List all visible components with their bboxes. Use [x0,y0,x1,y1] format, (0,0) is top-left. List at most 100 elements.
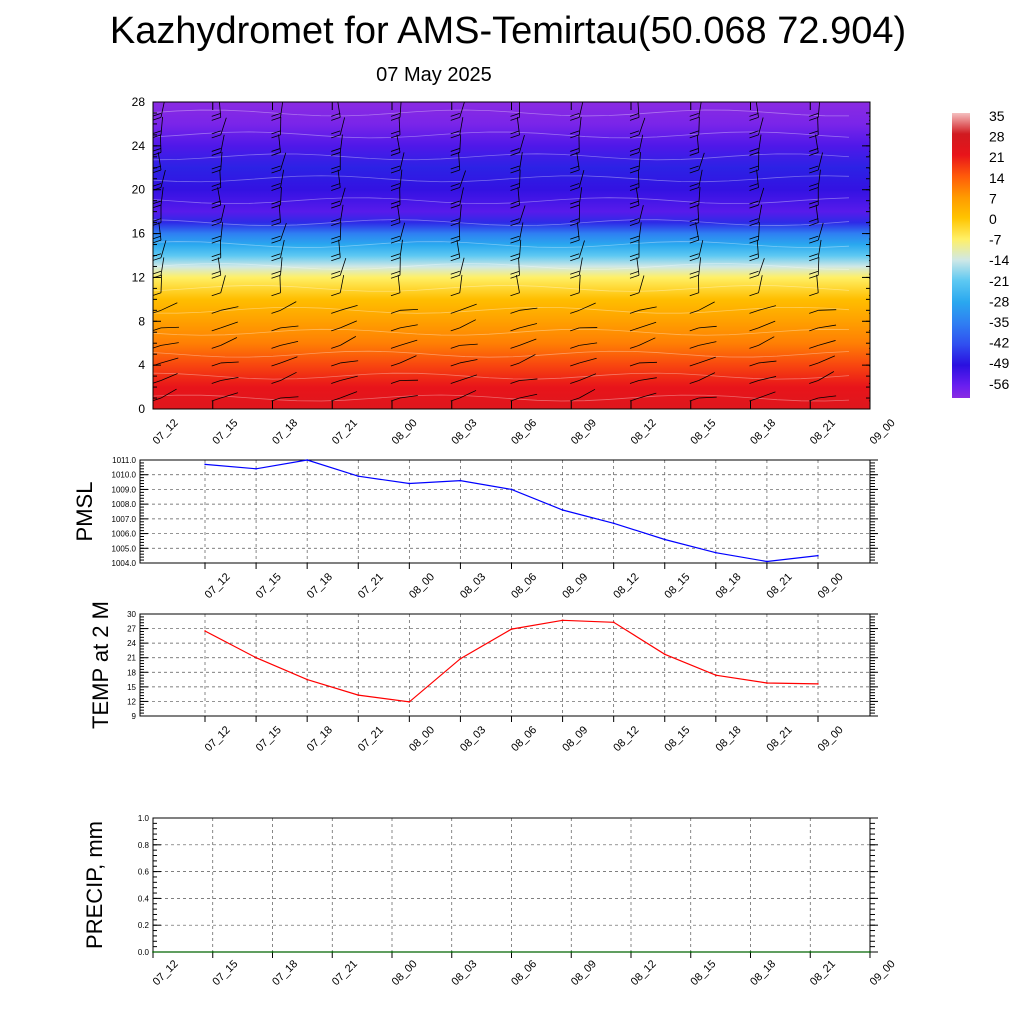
contour-line [153,175,850,183]
wind-barb [689,169,703,191]
wind-barb [749,376,777,384]
precipitation-point [809,951,812,953]
pmsl-point [357,475,360,478]
wind-barb [450,319,476,332]
precipitation-point [630,951,632,953]
y-tick-label: 4 [138,358,145,372]
precipitation-point [570,951,573,953]
wind-barb [629,187,640,209]
colorbar-label: -56 [989,376,1009,392]
x-tick-label: 07_12 [203,571,233,601]
pmsl-point [765,560,768,563]
wind-barb [450,390,477,402]
wind-barb [510,323,538,332]
wind-barb [570,302,596,314]
wind-barb [390,324,418,332]
wind-barb [211,275,226,297]
x-tick-label: 08_06 [509,958,539,988]
wind-barb [629,306,657,314]
vertical-section-panel: 0 4 8 12 16 20 24 28 07_12 07_15 07_18 07_21 08_00 08… [132,95,898,447]
wind-barb [211,117,227,139]
wind-barb [271,274,281,297]
colorbar-label: -7 [989,232,1002,248]
y-axis-title: PMSL [72,482,97,542]
wind-barb [211,134,225,156]
wind-barb [868,400,870,402]
precipitation-point [271,951,274,953]
precipitation-point [450,951,453,953]
wind-barb [510,116,520,139]
wind-barb [450,274,463,297]
wind-barb [809,239,822,262]
colorbar-label: 7 [989,190,997,206]
wind-barb [629,205,644,226]
wind-barb [749,391,776,402]
x-tick-label: 07_15 [254,724,284,754]
x-tick-label: 08_15 [662,724,692,754]
y-tick-label: 20 [132,183,146,197]
wind-barb [331,304,358,314]
wind-barb [749,134,762,156]
wind-barb [510,307,538,314]
wind-barb [809,257,820,279]
precipitation-point [689,951,692,953]
x-tick-label: 08_03 [458,724,488,754]
wind-barb [331,134,343,156]
wind-barb [510,354,536,367]
wind-barb [450,222,461,244]
wind-barb [390,395,418,402]
wind-barb [689,187,701,209]
wind-barb [211,337,238,349]
wind-barb [629,239,640,262]
wind-barb [331,375,358,384]
x-tick-label: 08_06 [509,417,539,447]
x-tick-label: 08_18 [748,958,778,988]
colorbar-label: 21 [989,149,1005,165]
x-tick-label: 08_09 [569,958,599,988]
wind-barb [331,169,341,191]
pmsl-point [408,482,411,485]
wind-barb [689,257,702,279]
x-tick-label: 09_00 [816,724,846,754]
colorbar-scale [952,113,970,398]
wind-barb [570,373,597,384]
contour-line [153,197,850,205]
wind-barb [629,275,645,297]
wind-barb [689,240,704,262]
x-tick-label: 07_15 [210,958,240,988]
wind-barb [689,325,717,332]
wind-barb [331,151,341,174]
wind-barb [211,151,223,174]
contour-line [153,350,850,358]
wind-barb [271,257,283,279]
pmsl-point [459,479,462,482]
wind-barb [271,371,297,384]
wind-barb [749,360,777,367]
y-tick-label: 0.6 [138,868,150,877]
wind-barb [868,115,870,121]
wind-barb [629,392,657,402]
wind-barb [809,134,819,156]
wind-barb [809,355,835,367]
y-axis-title: PRECIP, mm [82,821,107,949]
precipitation-panel: 0.0 0.2 0.4 0.6 0.8 1.0 07_12 07_15 07_18 07_21 08… [82,814,898,988]
pmsl-point [663,538,666,541]
wind-barb [510,257,520,279]
x-tick-label: 09_00 [816,571,846,601]
wind-barb [809,116,819,139]
wind-barb [689,341,717,349]
wind-barb [390,257,401,279]
temperature-point [408,700,411,703]
temperature-point [357,694,360,697]
x-tick-label: 08_15 [662,571,692,601]
y-tick-label: 1007.0 [112,515,137,524]
x-tick-label: 09_00 [868,417,898,447]
x-tick-label: 08_18 [713,724,743,754]
wind-barb [211,321,238,332]
wind-barb [689,222,700,244]
wind-barb [271,116,282,139]
x-tick-label: 08_12 [611,571,641,601]
x-tick-label: 07_21 [356,571,386,601]
wind-barb [689,301,715,314]
wind-barb [390,187,401,209]
